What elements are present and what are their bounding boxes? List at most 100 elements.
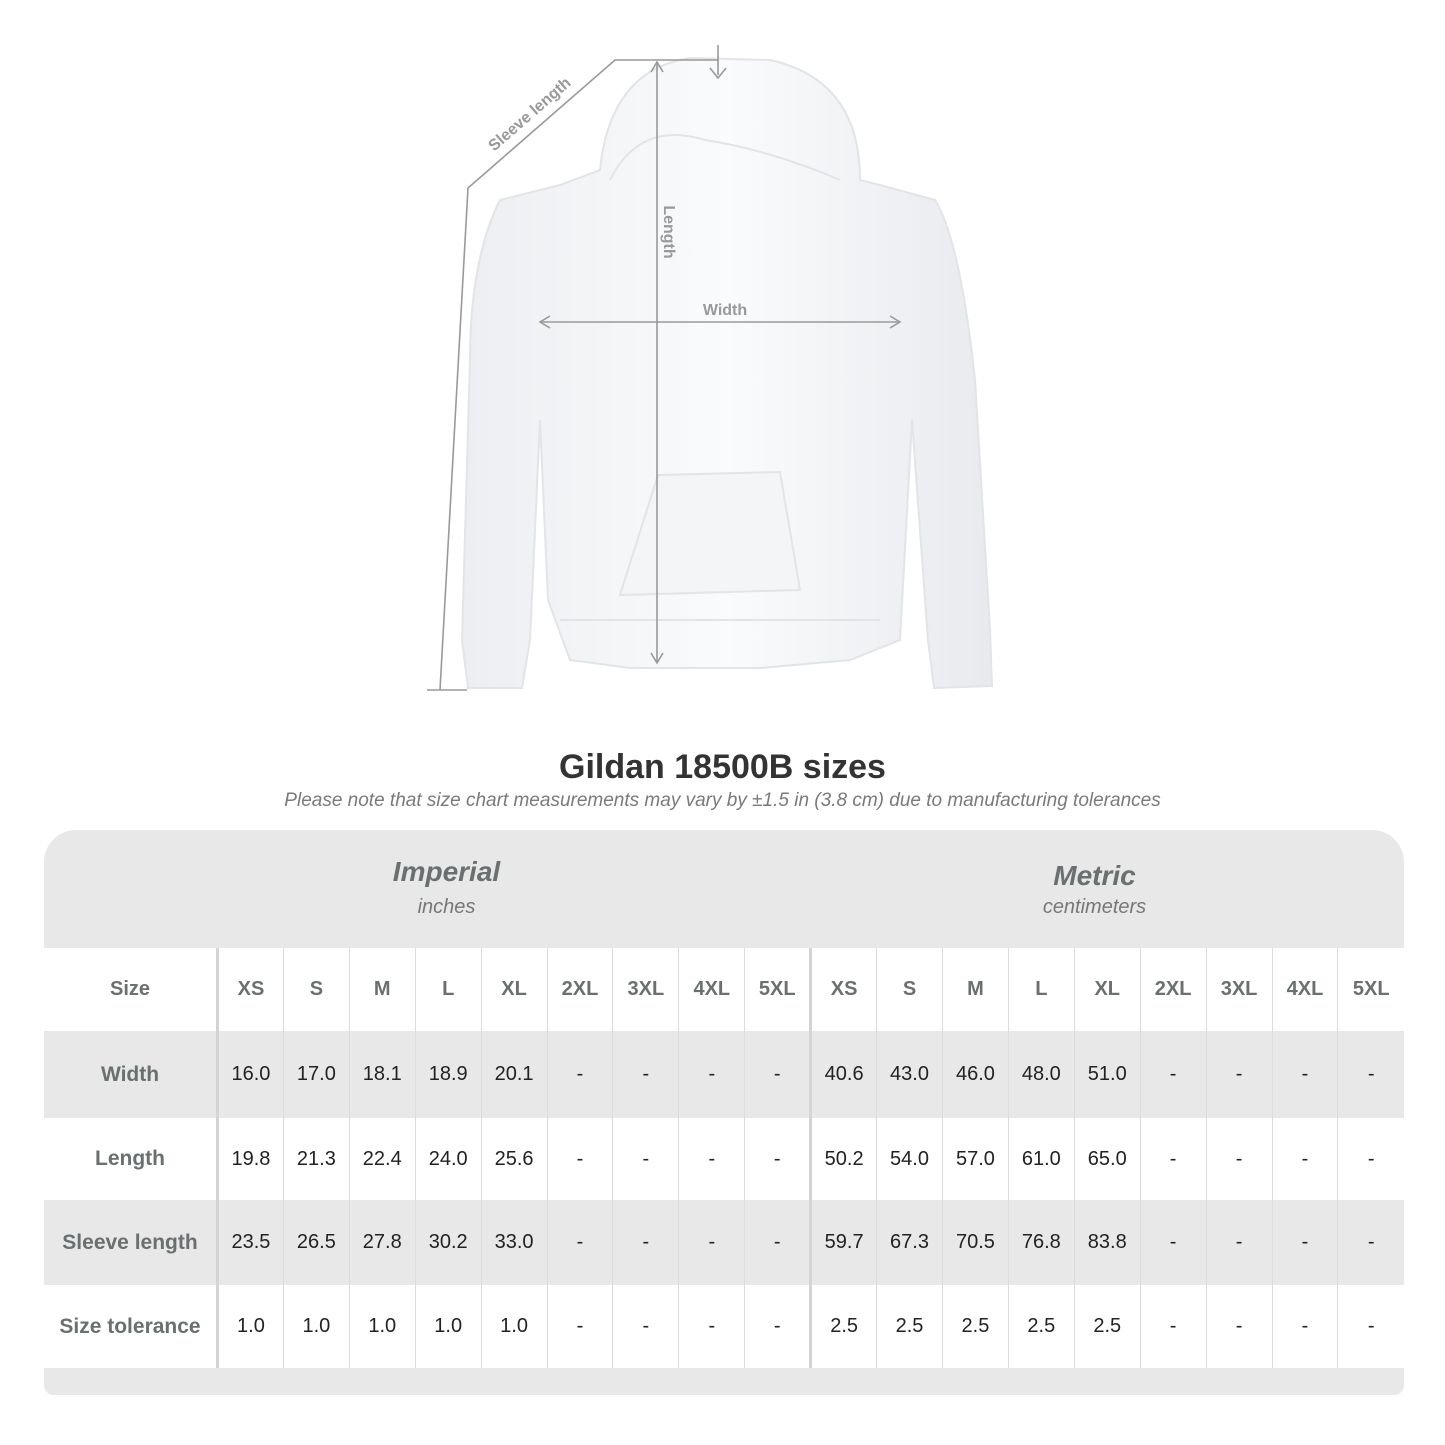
metric-size-l: L [1007,948,1075,1031]
metric-size-2xl: 2XL [1139,948,1207,1031]
metric-value-cell: 50.2 [809,1118,877,1200]
imperial-size-xs: XS [217,948,284,1031]
metric-value-cell: - [1337,1285,1404,1368]
sleeve-length-label: Sleeve length [486,74,575,155]
imperial-size-3xl: 3XL [612,948,679,1031]
imperial-value-cell: 33.0 [480,1200,548,1285]
imperial-value-cell: 17.0 [282,1031,350,1118]
imperial-value-cell: - [744,1200,811,1285]
metric-value-cell: 65.0 [1073,1118,1141,1200]
imperial-value-cell: - [546,1200,613,1285]
metric-value-cell: - [1139,1285,1207,1368]
imperial-value-cell: 1.0 [217,1285,284,1368]
imperial-value-cell: 21.3 [282,1118,350,1200]
imperial-value-cell: - [612,1031,679,1118]
size-header-label: Size [44,948,219,1031]
metric-value-cell: - [1139,1031,1207,1118]
metric-size-5xl: 5XL [1337,948,1404,1031]
imperial-value-cell: - [744,1118,811,1200]
imperial-header: Imperial inches [219,830,674,948]
imperial-value-cell: 1.0 [480,1285,548,1368]
table-row: Size tolerance 1.0 1.0 1.0 1.0 1.0- - - -2.5 2.5 2… [44,1285,1404,1368]
metric-size-3xl: 3XL [1205,948,1272,1031]
metric-value-cell: 2.5 [876,1285,943,1368]
table-row: Length 19.8 21.3 22.4 24.0 25.6- - - -50.2 54.0 57… [44,1118,1404,1200]
imperial-value-cell: 25.6 [480,1118,548,1200]
metric-value-cell: - [1205,1118,1272,1200]
metric-value-cell: - [1205,1200,1272,1285]
imperial-value-cell: 16.0 [217,1031,284,1118]
imperial-value-cell: 18.9 [414,1031,482,1118]
metric-value-cell: - [1139,1200,1207,1285]
row-label: Sleeve length [44,1200,219,1285]
metric-value-cell: 67.3 [876,1200,943,1285]
metric-value-cell: 70.5 [941,1200,1009,1285]
metric-value-cell: - [1337,1200,1404,1285]
chart-title: Gildan 18500B sizes [559,748,886,786]
imperial-size-5xl: 5XL [744,948,811,1031]
metric-value-cell: 46.0 [941,1031,1009,1118]
imperial-value-cell: - [678,1031,745,1118]
metric-value-cell: - [1271,1118,1338,1200]
metric-value-cell: - [1337,1118,1404,1200]
metric-size-m: M [941,948,1009,1031]
table-row: Sleeve length 23.5 26.5 27.8 30.2 33.0- - - -59.… [44,1200,1404,1285]
row-label: Length [44,1118,219,1200]
metric-value-cell: 48.0 [1007,1031,1075,1118]
imperial-value-cell: - [546,1031,613,1118]
imperial-value-cell: 1.0 [348,1285,416,1368]
width-label: Width [703,302,747,319]
table-row: Width 16.0 17.0 18.1 18.9 20.1- - - -40.6 43.0 46.… [44,1031,1404,1118]
imperial-value-cell: - [612,1200,679,1285]
metric-size-4xl: 4XL [1271,948,1338,1031]
imperial-value-cell: 1.0 [282,1285,350,1368]
metric-value-cell: 54.0 [876,1118,943,1200]
size-table-card: Imperial inches Metric centimeters Size X… [44,830,1404,1395]
imperial-value-cell: 30.2 [414,1200,482,1285]
length-label: Length [660,205,677,258]
metric-value-cell: 57.0 [941,1118,1009,1200]
imperial-value-cell: 1.0 [414,1285,482,1368]
imperial-value-cell: 24.0 [414,1118,482,1200]
imperial-value-cell: - [546,1285,613,1368]
imperial-size-4xl: 4XL [678,948,745,1031]
metric-header: Metric centimeters [812,830,1377,948]
imperial-value-cell: 23.5 [217,1200,284,1285]
imperial-value-cell: - [744,1031,811,1118]
imperial-value-cell: - [612,1285,679,1368]
metric-value-cell: - [1271,1285,1338,1368]
metric-value-cell: 83.8 [1073,1200,1141,1285]
metric-unit: centimeters [1042,896,1147,918]
metric-value-cell: - [1205,1031,1272,1118]
imperial-value-cell: 26.5 [282,1200,350,1285]
tolerance-note: Please note that size chart measurements… [284,790,1161,811]
metric-value-cell: 76.8 [1007,1200,1075,1285]
metric-size-s: S [876,948,943,1031]
imperial-size-s: S [282,948,350,1031]
hoodie-illustration [460,56,994,690]
imperial-size-xl: XL [480,948,548,1031]
imperial-value-cell: - [678,1118,745,1200]
metric-value-cell: 2.5 [941,1285,1009,1368]
metric-value-cell: - [1271,1200,1338,1285]
metric-value-cell: 2.5 [1007,1285,1075,1368]
imperial-title: Imperial [392,856,501,887]
metric-value-cell: 43.0 [876,1031,943,1118]
imperial-value-cell: 20.1 [480,1031,548,1118]
metric-value-cell: 40.6 [809,1031,877,1118]
metric-value-cell: - [1271,1031,1338,1118]
metric-value-cell: - [1139,1118,1207,1200]
measurement-lines [427,45,902,691]
metric-value-cell: 2.5 [1073,1285,1141,1368]
imperial-value-cell: - [546,1118,613,1200]
hoodie-diagram: Sleeve length Length Width [427,45,994,691]
imperial-value-cell: 27.8 [348,1200,416,1285]
row-label: Width [44,1031,219,1118]
row-label: Size tolerance [44,1285,219,1368]
imperial-value-cell: - [678,1200,745,1285]
metric-size-xl: XL [1073,948,1141,1031]
imperial-value-cell: 19.8 [217,1118,284,1200]
metric-value-cell: - [1205,1285,1272,1368]
imperial-value-cell: - [678,1285,745,1368]
metric-value-cell: 2.5 [809,1285,877,1368]
